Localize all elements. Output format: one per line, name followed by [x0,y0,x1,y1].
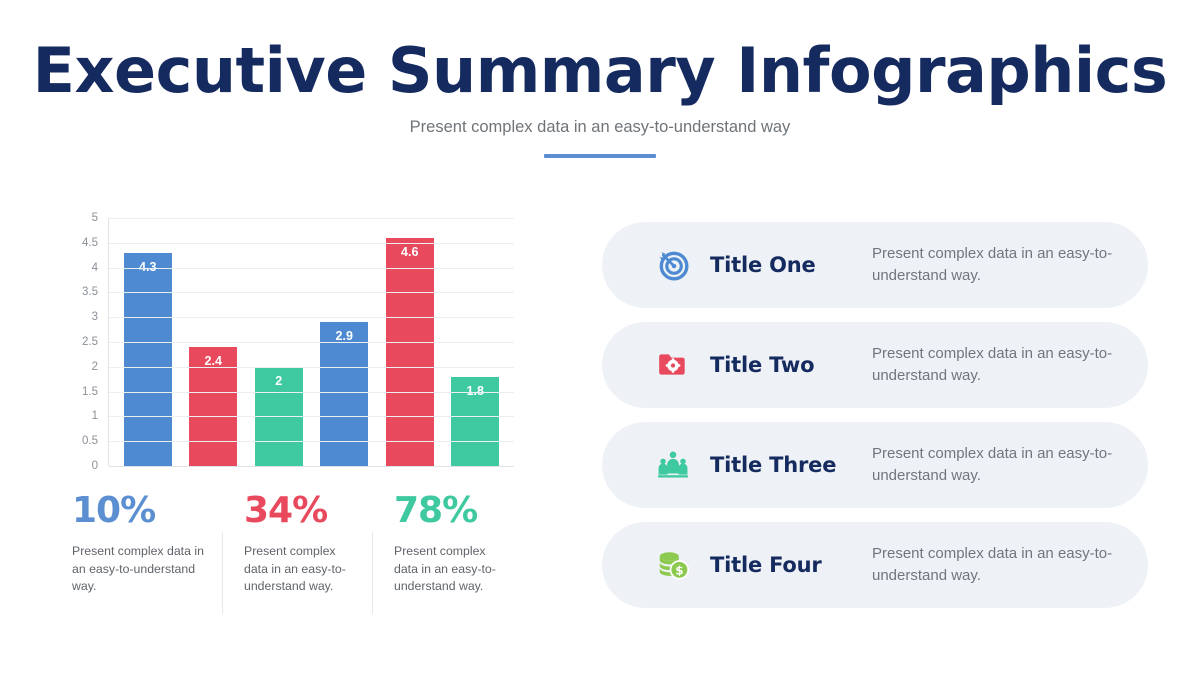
chart-gridline [109,267,514,269]
bar-chart: 5 4.5 4 3.5 3 2.5 2 1.5 1 0.5 0 4.3 2.4 2 2.9 4.6 1.8 [72,212,522,472]
stat-description: Present complex data in an easy-to-under… [72,543,204,594]
stat-value: 10% [72,490,156,531]
card-description: Present complex data in an easy-to-under… [872,345,1113,384]
chart-gridline [109,342,514,343]
card-title: Title Three [710,453,837,477]
folder-gear-icon [659,354,685,375]
feature-card[interactable]: Title Two Present complex data in an easy… [602,322,1148,408]
feature-card[interactable]: Title Three Present complex data in an ea… [602,422,1148,508]
chart-gridline [109,292,514,294]
card-title: Title One [710,253,816,277]
chart-bar[interactable]: 2.9 [320,322,369,466]
chart-bar[interactable]: 2.4 [189,346,238,466]
target-icon [659,251,689,281]
target-icon [636,248,710,282]
y-axis-tick: 4 [91,261,98,274]
coins-dollar-icon: $ [636,548,710,582]
chart-gridline [109,366,514,368]
stat-value: 34% [244,490,328,531]
card-title: Title Four [710,553,822,577]
stat-divider [372,532,373,614]
bar-value-label: 2 [275,373,283,388]
chart-gridline [109,317,514,319]
card-description: Present complex data in an easy-to-under… [872,245,1113,284]
folder-gear-icon [636,348,710,382]
y-axis-tick: 4.5 [82,236,98,249]
stat-column: 78% Present complex data in an easy-to-un… [372,490,522,614]
chart-bar[interactable]: 4.3 [123,252,172,466]
chart-bar[interactable]: 4.6 [385,237,434,466]
stat-description: Present complex data in an easy-to-under… [394,543,496,594]
stat-column: 34% Present complex data in an easy-to-un… [222,490,372,614]
bar-column[interactable]: 2.4 [189,346,238,466]
chart-plot-area: 5 4.5 4 3.5 3 2.5 2 1.5 1 0.5 0 4.3 2.4 2 2.9 4.6 1.8 [72,212,522,472]
bar-column[interactable]: 2.9 [320,322,369,466]
chart-bar[interactable]: 1.8 [451,376,500,466]
chart-gridline [109,416,514,418]
chart-y-axis: 5 4.5 4 3.5 3 2.5 2 1.5 1 0.5 0 [72,212,98,472]
people-group-icon [636,448,710,482]
chart-gridline [109,242,514,244]
chart-gridline [109,441,514,443]
bar-column[interactable]: 4.3 [123,252,172,466]
card-description: Present complex data in an easy-to-under… [872,545,1113,584]
chart-gridline [109,391,514,393]
feature-card[interactable]: Title One Present complex data in an easy… [602,222,1148,308]
people-group-icon [658,451,688,478]
stat-divider [222,532,223,614]
page-title: Executive Summary Infographics [32,34,1168,107]
chart-grid: 4.3 2.4 2 2.9 4.6 1.8 [108,218,514,467]
feature-card[interactable]: $ Title Four Present complex data in an e… [602,522,1148,608]
coins-dollar-icon: $ [659,552,690,580]
stat-row: 10% Present complex data in an easy-to-un… [72,490,522,614]
bar-value-label: 4.3 [124,260,172,274]
bar-column[interactable]: 1.8 [451,376,500,466]
y-axis-tick: 0.5 [82,435,98,448]
bar-value-label: 1.8 [451,384,499,398]
card-description: Present complex data in an easy-to-under… [872,445,1113,484]
bar-value-label: 2.9 [335,329,353,344]
slide-header: Executive Summary Infographics Present c… [0,34,1200,158]
stat-column: 10% Present complex data in an easy-to-un… [72,492,222,596]
y-axis-tick: 3.5 [82,286,98,299]
bar-value-label: 2.4 [204,353,222,368]
stat-description: Present complex data in an easy-to-under… [244,543,346,594]
y-axis-tick: 5 [91,212,98,224]
svg-text:$: $ [675,564,683,578]
y-axis-tick: 2 [91,360,98,373]
chart-gridline [109,218,514,219]
y-axis-tick: 1 [91,410,98,423]
y-axis-tick: 0 [91,460,98,472]
page-subtitle: Present complex data in an easy-to-under… [409,117,791,136]
chart-gridline [109,466,514,467]
accent-divider [544,153,656,158]
y-axis-tick: 1.5 [82,385,98,398]
stat-value: 78% [394,490,478,531]
bar-column[interactable]: 4.6 [385,237,434,466]
card-title: Title Two [710,353,815,377]
bar-value-label: 4.6 [401,244,419,259]
y-axis-tick: 2.5 [82,336,98,348]
y-axis-tick: 3 [91,311,98,324]
feature-card-list: Title One Present complex data in an easy… [602,222,1148,622]
